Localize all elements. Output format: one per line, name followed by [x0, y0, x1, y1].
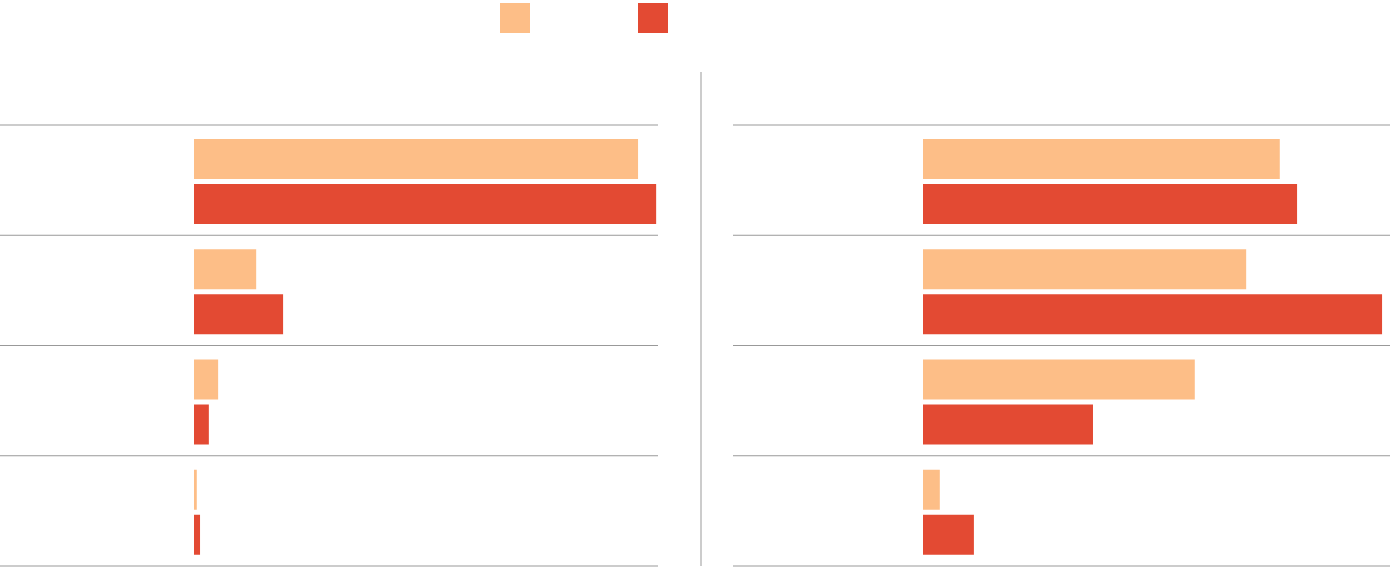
bar	[923, 249, 1247, 290]
bar	[923, 359, 1195, 400]
bar	[923, 184, 1298, 224]
bar	[194, 404, 209, 445]
bar	[923, 514, 974, 555]
bar	[923, 404, 1093, 445]
bar	[194, 294, 284, 335]
bar	[194, 359, 219, 400]
bar	[194, 469, 197, 510]
bar	[194, 139, 639, 179]
bar	[194, 249, 257, 290]
bar	[923, 294, 1383, 335]
legend-swatch	[638, 3, 668, 33]
bar	[194, 184, 657, 224]
bar	[923, 469, 940, 510]
bar	[194, 514, 201, 555]
legend-swatch	[500, 3, 530, 33]
bar	[923, 139, 1280, 179]
